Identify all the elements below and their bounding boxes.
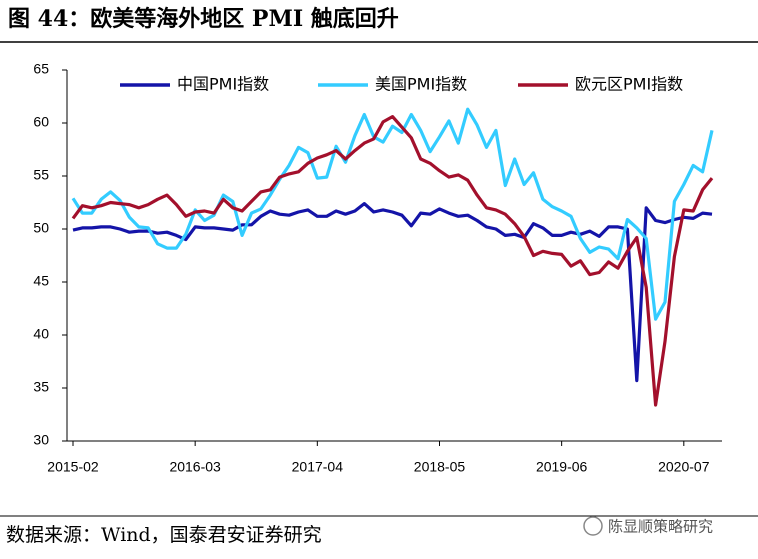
x-tick-label: 2017-04 <box>292 459 344 475</box>
x-tick-label: 2016-03 <box>169 459 221 475</box>
legend-label: 欧元区PMI指数 <box>575 75 683 94</box>
series-line <box>71 107 714 321</box>
y-tick-label: 50 <box>33 220 49 236</box>
y-tick-label: 40 <box>33 326 49 342</box>
y-tick-label: 60 <box>33 114 49 130</box>
y-tick-label: 55 <box>33 167 49 183</box>
y-tick-label: 65 <box>33 61 49 77</box>
x-tick-label: 2019-06 <box>536 459 588 475</box>
y-tick-label: 45 <box>33 273 49 289</box>
series-line <box>72 202 713 383</box>
x-tick-label: 2020-07 <box>658 459 710 475</box>
watermark-icon <box>583 516 603 536</box>
legend-label: 中国PMI指数 <box>177 75 269 94</box>
watermark: 陈显顺策略研究 <box>608 518 713 536</box>
x-tick-label: 2015-02 <box>47 459 99 475</box>
source-note: 数据来源：Wind，国泰君安证券研究 <box>6 524 322 546</box>
y-tick-label: 30 <box>33 432 49 448</box>
series-line <box>71 115 714 407</box>
y-tick-label: 35 <box>33 379 49 395</box>
x-tick-label: 2018-05 <box>414 459 466 475</box>
legend-label: 美国PMI指数 <box>375 75 467 94</box>
chart-title: 图 44：欧美等海外地区 PMI 触底回升 <box>8 6 399 32</box>
